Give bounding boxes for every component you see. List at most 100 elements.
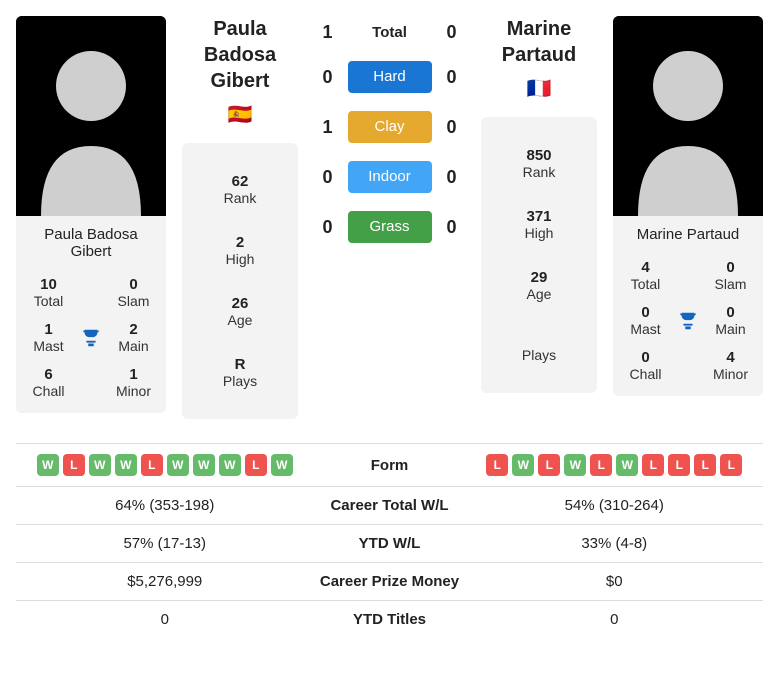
p1-plays-value: R — [182, 356, 298, 373]
form-badge[interactable]: W — [564, 454, 586, 476]
form-badge[interactable]: W — [219, 454, 241, 476]
p1-main-label: Main — [105, 338, 162, 354]
p1-age-row: 26 Age — [182, 281, 298, 342]
compare-row-form: WLWWLWWWLW Form LWLWLWLLLL — [16, 443, 763, 487]
p2-age-label: Age — [481, 286, 597, 302]
form-badge[interactable]: L — [538, 454, 560, 476]
p1-rank-card: 62 Rank 2 High 26 Age R Plays — [182, 143, 298, 419]
surface-chip-clay[interactable]: Clay — [348, 111, 432, 143]
p1-ytd-titles: 0 — [20, 611, 310, 628]
p1-form-badges: WLWWLWWWLW — [20, 454, 310, 476]
p1-ytd-wl: 57% (17-13) — [20, 535, 310, 552]
form-badge[interactable]: L — [720, 454, 742, 476]
form-badge[interactable]: W — [271, 454, 293, 476]
trophy-icon — [80, 327, 102, 349]
form-badge[interactable]: W — [37, 454, 59, 476]
form-badge[interactable]: L — [642, 454, 664, 476]
form-badge[interactable]: L — [63, 454, 85, 476]
form-badge[interactable]: W — [193, 454, 215, 476]
p2-career-wl: 54% (310-264) — [470, 497, 760, 514]
p1-main-block: 2 Main — [105, 315, 162, 360]
form-badge[interactable]: W — [115, 454, 137, 476]
p2-trophy-cell — [674, 298, 702, 343]
p2-chall-label: Chall — [617, 366, 674, 382]
p1-rank-value: 62 — [182, 173, 298, 190]
player2-avatar — [613, 16, 763, 216]
compare-label-form: Form — [310, 457, 470, 474]
p1-chall-value: 6 — [20, 366, 77, 383]
p1-rank-row: 62 Rank — [182, 159, 298, 220]
p1-prize: $5,276,999 — [20, 573, 310, 590]
p1-high-value: 2 — [182, 234, 298, 251]
p2-mast-block: 0 Mast — [617, 298, 674, 343]
form-badge[interactable]: L — [694, 454, 716, 476]
form-badge[interactable]: W — [512, 454, 534, 476]
p2-minor-block: 4 Minor — [702, 343, 759, 388]
p1-mast-value: 1 — [20, 321, 77, 338]
p2-prize: $0 — [470, 573, 760, 590]
p1-chall-block: 6 Chall — [20, 360, 77, 405]
player2-name[interactable]: Marine Partaud — [481, 16, 597, 68]
p2-rank-label: Rank — [481, 164, 597, 180]
h2h-p2-total: 0 — [442, 22, 462, 43]
form-badge[interactable]: L — [590, 454, 612, 476]
form-badge[interactable]: W — [89, 454, 111, 476]
surface-chip-grass[interactable]: Grass — [348, 211, 432, 243]
p2-rank-card: 850 Rank 371 High 29 Age Plays — [481, 117, 597, 393]
p2-chall-value: 0 — [617, 349, 674, 366]
p1-name-rank-col: Paula Badosa Gibert 🇪🇸 62 Rank 2 High 26… — [182, 16, 298, 419]
p2-total-block: 4 Total — [617, 253, 674, 298]
p2-form-badges: LWLWLWLLLL — [470, 454, 760, 476]
p1-minor-value: 1 — [105, 366, 162, 383]
compare-label-ytd-wl: YTD W/L — [310, 535, 470, 552]
p1-chall-label: Chall — [20, 383, 77, 399]
p2-high-value: 371 — [481, 208, 597, 225]
form-badge[interactable]: W — [616, 454, 638, 476]
h2h-row-indoor: 0 Indoor 0 — [314, 161, 465, 193]
player1-name[interactable]: Paula Badosa Gibert — [182, 16, 298, 94]
player2-title-grid: 4 Total 0 Slam 0 Mast 0 Main 0 — [613, 253, 763, 396]
trophy-icon — [677, 310, 699, 332]
form-badge[interactable]: W — [167, 454, 189, 476]
player1-name-small: Paula Badosa Gibert — [16, 216, 166, 270]
p2-main-label: Main — [702, 321, 759, 337]
h2h-p1-clay: 1 — [318, 117, 338, 138]
p2-rank-row: 850 Rank — [481, 133, 597, 194]
p1-slam-block: 0 Slam — [105, 270, 162, 315]
p1-high-label: High — [182, 251, 298, 267]
h2h-p2-indoor: 0 — [442, 167, 462, 188]
p2-total-label: Total — [617, 276, 674, 292]
p2-mast-value: 0 — [617, 304, 674, 321]
p1-total-label: Total — [20, 293, 77, 309]
h2h-row-clay: 1Clay0 — [314, 111, 465, 143]
form-badge[interactable]: L — [245, 454, 267, 476]
p1-age-label: Age — [182, 312, 298, 328]
h2h-p2-hard: 0 — [442, 67, 462, 88]
compare-row-ytd-titles: 0 YTD Titles 0 — [16, 601, 763, 638]
form-badge[interactable]: L — [486, 454, 508, 476]
h2h-column: 1Total00Hard01Clay00Indoor00Grass0 — [314, 16, 465, 243]
p2-total-value: 4 — [617, 259, 674, 276]
h2h-p1-indoor: 0 — [318, 167, 338, 188]
p2-ytd-wl: 33% (4-8) — [470, 535, 760, 552]
p1-name-block: Paula Badosa Gibert 🇪🇸 — [182, 16, 298, 127]
p1-plays-row: R Plays — [182, 342, 298, 403]
form-badge[interactable]: L — [668, 454, 690, 476]
compare-label-ytd-titles: YTD Titles — [310, 611, 470, 628]
player1-card: Paula Badosa Gibert 10 Total 0 Slam 1 Ma… — [16, 16, 166, 413]
p2-plays-value — [481, 330, 597, 347]
p2-high-row: 371 High — [481, 194, 597, 255]
compare-row-career-wl: 64% (353-198) Career Total W/L 54% (310-… — [16, 487, 763, 525]
player1-avatar — [16, 16, 166, 216]
p2-high-label: High — [481, 225, 597, 241]
player2-flag-icon: 🇫🇷 — [481, 76, 597, 101]
p2-rank-value: 850 — [481, 147, 597, 164]
p2-age-row: 29 Age — [481, 255, 597, 316]
form-badge[interactable]: L — [141, 454, 163, 476]
surface-chip-hard[interactable]: Hard — [348, 61, 432, 93]
p1-mast-label: Mast — [20, 338, 77, 354]
compare-row-prize: $5,276,999 Career Prize Money $0 — [16, 563, 763, 601]
p1-age-value: 26 — [182, 295, 298, 312]
p2-name-block: Marine Partaud 🇫🇷 — [481, 16, 597, 101]
surface-chip-indoor[interactable]: Indoor — [348, 161, 432, 193]
